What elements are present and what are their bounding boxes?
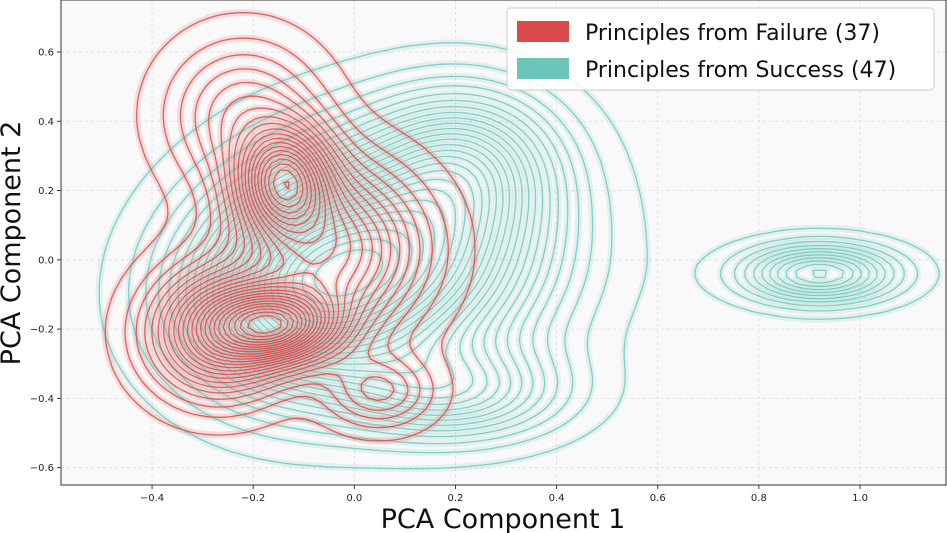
contour-line-failure <box>204 153 319 355</box>
x-tick-label: 0.4 <box>549 493 565 504</box>
x-axis-ticks: −0.4 −0.2 0.0 0.2 0.4 0.6 0.8 1.0 <box>140 485 868 504</box>
legend-label-failure: Principles from Failure (37) <box>585 21 880 46</box>
y-axis-label: PCA Component 2 <box>0 121 27 366</box>
contour-line-failure <box>163 107 392 384</box>
legend-swatch-success <box>517 58 569 79</box>
legend-label-success: Principles from Success (47) <box>585 58 896 83</box>
contour-lines <box>98 12 940 470</box>
contour-line-failure <box>186 137 337 366</box>
contour-line-failure <box>173 122 373 376</box>
x-tick-label: 0.8 <box>751 493 767 504</box>
contour-line-success <box>128 63 919 454</box>
plot-frame <box>60 0 947 486</box>
x-tick-label: 0.0 <box>346 493 362 504</box>
x-axis-label: PCA Component 1 <box>381 504 626 533</box>
y-tick-label: −0.6 <box>30 463 54 474</box>
x-tick-label: 1.0 <box>852 493 868 504</box>
contour-line-failure <box>199 149 322 358</box>
y-tick-label: −0.4 <box>30 394 54 405</box>
x-tick-label: 0.6 <box>650 493 666 504</box>
contour-line-failure <box>247 315 282 334</box>
contour-line-success <box>177 99 878 427</box>
x-tick-label: −0.2 <box>241 493 265 504</box>
x-tick-label: −0.4 <box>140 493 164 504</box>
y-tick-label: 0.2 <box>38 186 54 197</box>
legend-box <box>506 7 935 91</box>
contour-line-failure <box>177 128 363 372</box>
contour-line-failure <box>168 116 383 379</box>
y-tick-label: 0.6 <box>38 47 54 58</box>
contour-line-failure <box>195 145 326 360</box>
contour-line-failure <box>157 95 401 389</box>
y-tick-label: 0.4 <box>38 117 54 128</box>
contour-line-failure <box>208 158 315 353</box>
y-tick-label: 0.0 <box>38 255 54 266</box>
legend-swatch-failure <box>517 21 569 42</box>
contour-line-failure <box>135 54 433 420</box>
contour-line-failure <box>124 37 449 429</box>
y-tick-label: −0.2 <box>30 325 54 336</box>
contour-line-failure <box>233 308 294 341</box>
contour-line-failure <box>104 12 476 442</box>
contour-line-success <box>192 111 862 416</box>
contour-line-failure <box>191 141 330 363</box>
contour-line-failure <box>218 169 307 348</box>
x-tick-label: 0.2 <box>448 493 464 504</box>
contour-line-failure <box>144 68 421 412</box>
contour-line-failure <box>151 81 410 401</box>
y-axis-ticks: −0.6 −0.4 −0.2 0.0 0.2 0.4 0.6 <box>30 47 61 474</box>
contour-line-failure <box>182 133 352 369</box>
contour-line-failure <box>222 180 303 346</box>
contour-line-failure <box>213 163 311 351</box>
legend: Principles from Failure (37) Principles … <box>506 7 935 91</box>
contour-line-failure <box>239 311 289 338</box>
contour-line-failure <box>227 305 299 343</box>
